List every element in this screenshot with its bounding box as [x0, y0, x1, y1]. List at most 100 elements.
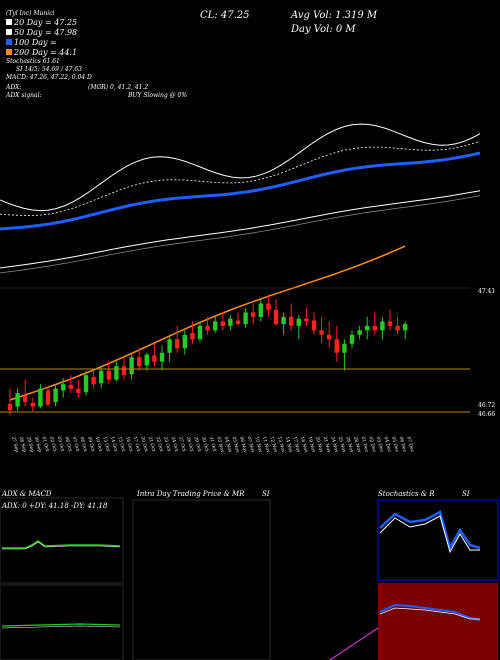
candle-body — [289, 316, 294, 326]
candle-body — [311, 320, 317, 331]
candle-body — [121, 366, 127, 376]
stoch-signal-line — [379, 515, 480, 554]
x-tick-label: 03 Nov — [215, 436, 225, 454]
candle-body — [243, 312, 248, 325]
x-tick-label: 25 Nov — [337, 436, 347, 454]
candlestick-series — [7, 294, 408, 416]
x-tick-label: 06 Dec — [398, 436, 408, 453]
candle-body — [197, 325, 203, 340]
macd-value: MACD: 47.26, 47.22, 0.04 D — [6, 74, 92, 81]
candle-body — [372, 325, 377, 331]
price-label-low1: 46.72 — [478, 402, 496, 409]
ma-band-white-1 — [0, 190, 481, 269]
indicator-lines — [1, 510, 481, 660]
candle-body — [106, 370, 111, 380]
x-tick-label: 30 Sep — [33, 436, 43, 453]
x-tick-label: 24 Oct — [170, 436, 180, 452]
x-tick-label: 05 Nov — [230, 436, 240, 454]
x-tick-label: 21 Oct — [147, 436, 157, 452]
x-tick-label: 17 Nov — [291, 436, 301, 454]
si-signal-line — [379, 607, 480, 620]
x-tick-label: 14 Oct — [109, 436, 119, 452]
candle-body — [23, 395, 28, 403]
candle-body — [175, 339, 180, 349]
x-tick-label: 20 Nov — [314, 436, 324, 454]
candle-body — [167, 339, 172, 353]
candle-body — [258, 303, 263, 317]
intraday-panel — [132, 499, 271, 660]
candle-body — [61, 384, 66, 391]
intraday-trend-line — [329, 627, 379, 660]
intraday-panel-title: Intra Day Trading Price & MR — [137, 490, 245, 498]
ma-band-grey-1 — [0, 195, 481, 274]
x-tick-label: 27 Oct — [177, 436, 187, 452]
si-value: SI 14/5: 54.69 / 47.63 — [16, 66, 82, 73]
si-line — [379, 603, 481, 621]
x-tick-label: 27 Sep — [10, 436, 20, 453]
candle-body — [137, 357, 142, 367]
candle-body — [327, 334, 332, 340]
x-tick-label: 28 Sep — [18, 436, 28, 453]
x-tick-label: 02 Dec — [367, 436, 377, 453]
candle-body — [159, 352, 165, 362]
candle-body — [15, 393, 20, 407]
x-tick-label: 29 Oct — [192, 436, 202, 452]
x-tick-label: 07 Dec — [405, 436, 415, 453]
legend-100day: 100 Day = — [6, 38, 57, 47]
close-price: CL: 47.25 — [200, 10, 250, 21]
x-tick-label: 28 Nov — [352, 436, 362, 454]
x-tick-label: 03 Oct — [56, 436, 66, 452]
x-tick-label: 07 Nov — [246, 436, 256, 454]
candle-body — [304, 318, 309, 322]
x-tick-label: 13 Oct — [101, 436, 111, 452]
candle-body — [83, 375, 89, 393]
x-tick-label: 29 Sep — [25, 436, 35, 453]
x-tick-label: 06 Oct — [63, 436, 73, 452]
x-tick-label: 17 Oct — [132, 436, 142, 452]
legend-swatch — [6, 29, 12, 35]
candle-body — [235, 320, 241, 325]
candle-body — [152, 355, 157, 362]
candle-body — [403, 324, 408, 331]
title-line: (Tyl Inc) Munici — [6, 10, 55, 17]
x-tick-label: 14 Nov — [284, 436, 294, 454]
stochastics-value: Stochastics 61.61 — [6, 58, 60, 65]
candle-body — [114, 366, 119, 380]
candle-body — [228, 318, 233, 326]
x-tick-label: 12 Nov — [268, 436, 278, 454]
candle-body — [182, 334, 187, 349]
candle-body — [144, 354, 149, 366]
legend-swatch — [6, 19, 12, 25]
candle-body — [190, 333, 195, 340]
legend-swatch — [6, 39, 12, 45]
candle-body — [213, 321, 218, 331]
candle-body — [129, 357, 134, 375]
adx-panel — [0, 497, 124, 584]
legend-200day: 200 Day = 44.1 — [6, 48, 77, 57]
mgr-value: (MGR) 0, 41.2, 41.2 — [88, 84, 149, 91]
x-tick-label: 02 Oct — [48, 436, 58, 452]
si-panel — [378, 583, 498, 660]
candle-body — [38, 388, 43, 407]
x-tick-label: 01 Oct — [40, 436, 50, 452]
price-label-low2: 46.66 — [478, 411, 496, 418]
candle-body — [91, 376, 96, 385]
x-tick-label: 13 Nov — [276, 436, 286, 454]
x-tick-label: 08 Oct — [78, 436, 88, 452]
candle-body — [251, 312, 256, 317]
x-tick-label: 05 Dec — [390, 436, 400, 453]
x-tick-label: 18 Nov — [299, 436, 309, 454]
candle-body — [99, 370, 104, 384]
day-volume: Day Vol: 0 M — [291, 24, 356, 35]
x-tick-label: 04 Dec — [382, 436, 392, 453]
x-tick-label: 19 Nov — [306, 436, 316, 454]
stoch-line — [379, 510, 481, 552]
x-tick-label: 11 Nov — [261, 436, 271, 454]
candle-body — [68, 385, 73, 389]
candle-body — [365, 325, 370, 331]
candle-body — [205, 325, 210, 331]
adx-panel-title: ADX & MACD — [2, 490, 52, 498]
candle-body — [7, 403, 13, 411]
candle-body — [342, 343, 347, 353]
candle-body — [53, 388, 58, 403]
